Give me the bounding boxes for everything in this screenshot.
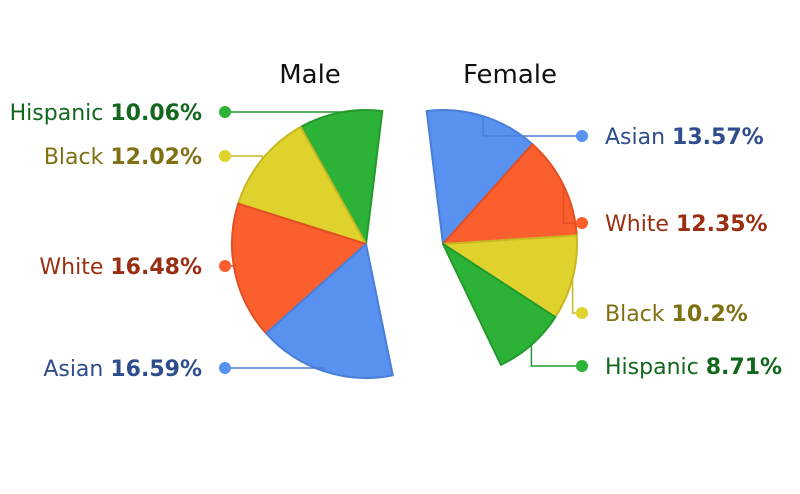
- female-label-asian-value: 13.57%: [672, 125, 764, 150]
- female-label-black: Black 10.2%: [605, 302, 748, 327]
- female-label-asian: Asian 13.57%: [605, 125, 764, 150]
- female-label-black-value: 10.2%: [672, 302, 748, 327]
- male-label-white-value: 16.48%: [110, 255, 202, 280]
- male-label-asian-name: Asian: [43, 357, 110, 382]
- female-label-white: White 12.35%: [605, 212, 768, 237]
- female-dot-hispanic: [576, 360, 588, 372]
- male-dot-asian: [219, 362, 231, 374]
- male-dot-black: [219, 150, 231, 162]
- male-label-asian: Asian 16.59%: [43, 357, 202, 382]
- female-dot-asian: [576, 130, 588, 142]
- male-label-hispanic: Hispanic 10.06%: [10, 101, 202, 126]
- female-label-black-name: Black: [605, 302, 672, 327]
- slice-labels: Hispanic 10.06% Black 12.02% White 16.48% A…: [10, 101, 782, 382]
- leader-lines: [219, 106, 588, 374]
- female-label-hispanic: Hispanic 8.71%: [605, 355, 782, 380]
- male-leader-hispanic: [225, 111, 341, 113]
- male-label-white: White 16.48%: [39, 255, 202, 280]
- male-dot-white: [219, 260, 231, 272]
- male-label-black-name: Black: [44, 145, 111, 170]
- male-leader-asian: [225, 367, 325, 372]
- female-slice-hispanic: [442, 243, 557, 366]
- male-slice-black: [237, 126, 367, 245]
- female-label-asian-name: Asian: [605, 125, 672, 150]
- female-label-hispanic-value: 8.71%: [706, 355, 782, 380]
- female-label-white-value: 12.35%: [676, 212, 768, 237]
- female-label-hispanic-name: Hispanic: [605, 355, 706, 380]
- female-leader-asian: [482, 116, 582, 137]
- male-label-black: Black 12.02%: [44, 145, 202, 170]
- female-leader-hispanic: [530, 344, 582, 367]
- male-pie-title: Male: [279, 60, 341, 90]
- female-dot-white: [576, 217, 588, 229]
- female-pie-title: Female: [463, 60, 557, 90]
- male-leader-black: [225, 155, 263, 160]
- male-dot-hispanic: [219, 106, 231, 118]
- male-label-white-name: White: [39, 255, 110, 280]
- female-leader-white: [562, 185, 582, 224]
- pie-slices: [231, 109, 578, 379]
- male-label-black-value: 12.02%: [110, 145, 202, 170]
- male-label-hispanic-value: 10.06%: [110, 101, 202, 126]
- female-label-white-name: White: [605, 212, 676, 237]
- male-label-hispanic-name: Hispanic: [10, 101, 111, 126]
- female-dot-black: [576, 307, 588, 319]
- male-label-asian-value: 16.59%: [110, 357, 202, 382]
